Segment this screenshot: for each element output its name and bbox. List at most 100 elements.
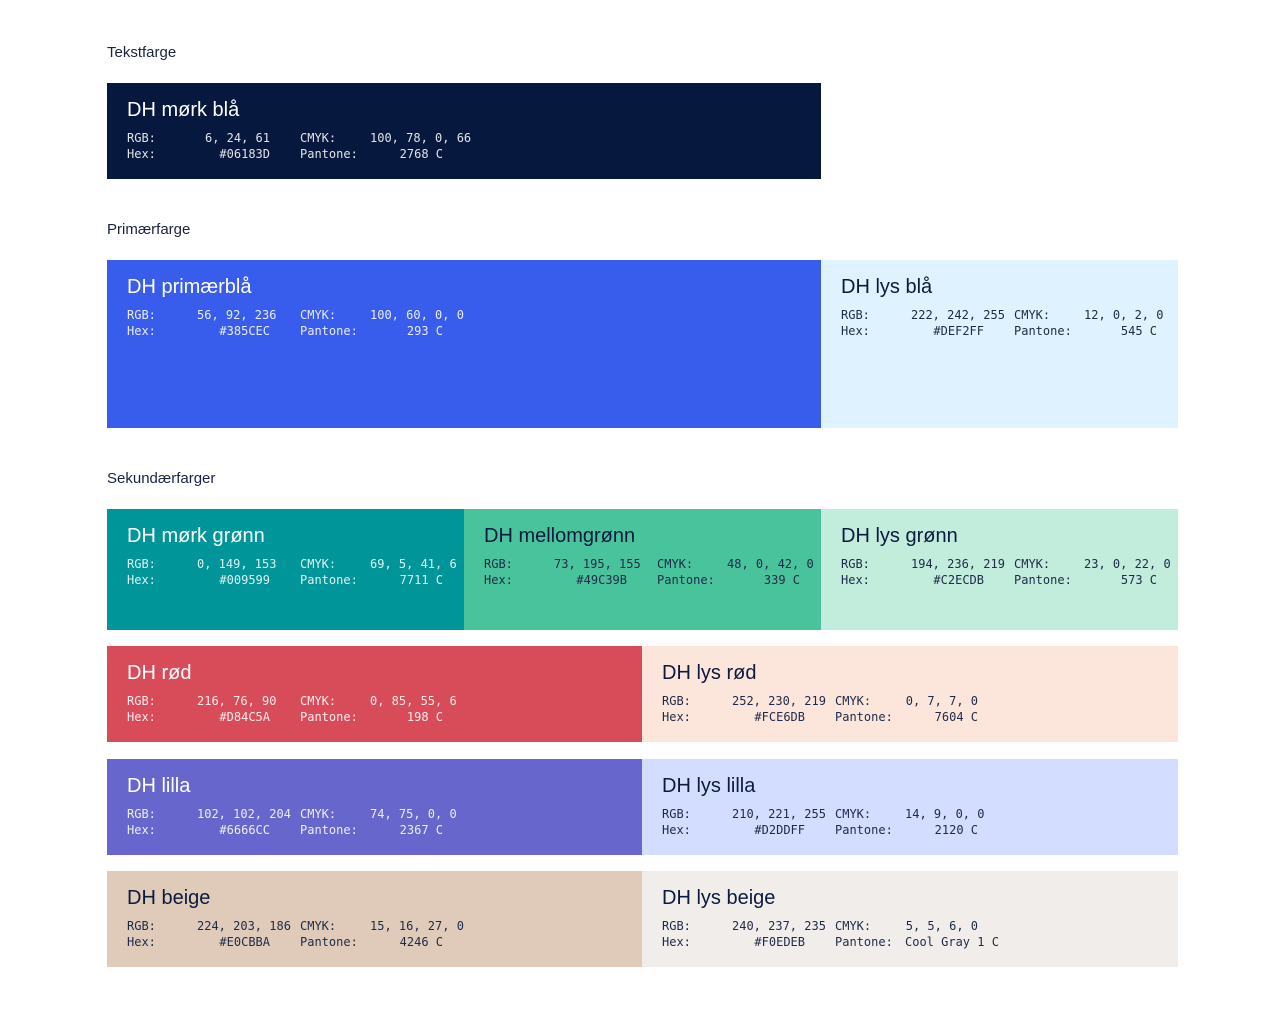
swatch-dh-lys-rod: DH lys rød RGB: 252, 230, 219 CMYK: 0, 7, 7,…	[642, 646, 1178, 742]
pantone-value: 573 C	[1120, 573, 1157, 587]
pantone-label: Pantone:	[835, 935, 893, 949]
rgb-value: 252, 230, 219	[732, 694, 826, 708]
color-name: DH mørk blå	[127, 99, 240, 121]
cmyk-value: 74, 75, 0, 0	[370, 807, 457, 821]
rgb-value: 194, 236, 219	[911, 557, 1005, 571]
color-name: DH lys grønn	[841, 525, 958, 547]
pantone-label: Pantone:	[300, 935, 358, 949]
rgb-label: RGB:	[662, 919, 691, 933]
color-name: DH lys lilla	[662, 775, 756, 797]
swatch-dh-mork-gronn: DH mørk grønn RGB: 0, 149, 153 CMYK: 69, 5, …	[107, 509, 464, 630]
color-specs: RGB: 224, 203, 186 CMYK: 15, 16, 27, 0 Hex: #…	[127, 918, 622, 950]
rgb-value: 73, 195, 155	[554, 557, 641, 571]
rgb-value: 0, 149, 153	[197, 557, 277, 571]
hex-value: #FCE6DB	[754, 710, 805, 724]
cmyk-value: 100, 78, 0, 66	[370, 131, 472, 145]
pantone-value: 2367 C	[399, 823, 443, 837]
hex-label: Hex:	[127, 147, 156, 161]
swatch-dh-lys-bla: DH lys blå RGB: 222, 242, 255 CMYK: 12, 0, 2…	[821, 260, 1178, 428]
color-specs: RGB: 210, 221, 255 CMYK: 14, 9, 0, 0 Hex: #D2…	[662, 806, 1158, 838]
pantone-value: 339 C	[763, 573, 800, 587]
cmyk-value: 12, 0, 2, 0	[1084, 308, 1164, 322]
swatch-dh-rod: DH rød RGB: 216, 76, 90 CMYK: 0, 85, 55, 6 He…	[107, 646, 642, 742]
rgb-label: RGB:	[127, 807, 156, 821]
swatch-dh-lys-gronn: DH lys grønn RGB: 194, 236, 219 CMYK: 23, 0,…	[821, 509, 1178, 630]
hex-label: Hex:	[662, 823, 691, 837]
section-title-primaerfarge: Primærfarge	[107, 221, 191, 238]
color-specs: RGB: 73, 195, 155 CMYK: 48, 0, 42, 0 Hex: #49…	[484, 556, 814, 588]
color-name: DH lys rød	[662, 662, 757, 684]
rgb-label: RGB:	[127, 919, 156, 933]
hex-label: Hex:	[127, 324, 156, 338]
color-name: DH beige	[127, 887, 211, 909]
color-name: DH lys beige	[662, 887, 776, 909]
pantone-label: Pantone:	[835, 823, 893, 837]
pantone-label: Pantone:	[1014, 324, 1072, 338]
color-specs: RGB: 222, 242, 255 CMYK: 12, 0, 2, 0 Hex: #DE…	[841, 307, 1164, 339]
hex-label: Hex:	[841, 324, 870, 338]
cmyk-value: 69, 5, 41, 6	[370, 557, 457, 571]
hex-value: #49C39B	[576, 573, 627, 587]
hex-label: Hex:	[127, 710, 156, 724]
cmyk-label: CMYK:	[300, 308, 337, 322]
hex-label: Hex:	[484, 573, 513, 587]
rgb-value: 102, 102, 204	[197, 807, 291, 821]
hex-value: #009599	[219, 573, 270, 587]
hex-label: Hex:	[662, 935, 691, 949]
color-specs: RGB: 252, 230, 219 CMYK: 0, 7, 7, 0 Hex: #FCE…	[662, 693, 1158, 725]
cmyk-label: CMYK:	[1014, 557, 1051, 571]
color-name: DH lys blå	[841, 276, 933, 298]
pantone-label: Pantone:	[300, 710, 358, 724]
swatch-dh-mork-bla: DH mørk blå RGB: 6, 24, 61 CMYK: 100, 78, 0,…	[107, 83, 821, 179]
rgb-label: RGB:	[484, 557, 513, 571]
color-specs: RGB: 240, 237, 235 CMYK: 5, 5, 6, 0 Hex: #F0E…	[662, 918, 1158, 950]
hex-value: #E0CBBA	[219, 935, 270, 949]
color-specs: RGB: 6, 24, 61 CMYK: 100, 78, 0, 66 Hex: #061…	[127, 130, 801, 162]
rgb-value: 6, 24, 61	[204, 131, 270, 145]
rgb-label: RGB:	[127, 308, 156, 322]
cmyk-label: CMYK:	[835, 694, 872, 708]
section-title-sekundaerfarger: Sekundærfarger	[107, 470, 216, 487]
pantone-label: Pantone:	[300, 573, 358, 587]
hex-label: Hex:	[841, 573, 870, 587]
color-name: DH lilla	[127, 775, 191, 797]
rgb-label: RGB:	[841, 557, 870, 571]
rgb-value: 240, 237, 235	[732, 919, 826, 933]
hex-label: Hex:	[127, 573, 156, 587]
pantone-value: Cool Gray 1 C	[905, 935, 999, 949]
hex-value: #D84C5A	[219, 710, 270, 724]
pantone-value: 2120 C	[934, 823, 978, 837]
hex-value: #6666CC	[219, 823, 270, 837]
pantone-label: Pantone:	[300, 147, 358, 161]
pantone-value: 198 C	[406, 710, 443, 724]
rgb-value: 216, 76, 90	[197, 694, 277, 708]
color-name: DH primærblå	[127, 276, 252, 298]
rgb-label: RGB:	[841, 308, 870, 322]
cmyk-value: 100, 60, 0, 0	[370, 308, 464, 322]
color-name: DH mørk grønn	[127, 525, 265, 547]
swatch-dh-primaerbla: DH primærblå RGB: 56, 92, 236 CMYK: 100, 60,…	[107, 260, 821, 428]
color-specs: RGB: 0, 149, 153 CMYK: 69, 5, 41, 6 Hex: #009…	[127, 556, 457, 588]
cmyk-label: CMYK:	[300, 131, 337, 145]
cmyk-value: 15, 16, 27, 0	[370, 919, 464, 933]
rgb-label: RGB:	[127, 557, 156, 571]
pantone-label: Pantone:	[300, 823, 358, 837]
cmyk-label: CMYK:	[835, 919, 872, 933]
rgb-label: RGB:	[127, 694, 156, 708]
pantone-value: 7711 C	[399, 573, 443, 587]
cmyk-value: 14, 9, 0, 0	[905, 807, 985, 821]
hex-value: #D2DDFF	[754, 823, 805, 837]
rgb-label: RGB:	[662, 694, 691, 708]
cmyk-label: CMYK:	[300, 919, 337, 933]
pantone-label: Pantone:	[657, 573, 715, 587]
cmyk-label: CMYK:	[657, 557, 694, 571]
hex-value: #DEF2FF	[933, 324, 984, 338]
cmyk-label: CMYK:	[300, 807, 337, 821]
swatch-dh-beige: DH beige RGB: 224, 203, 186 CMYK: 15, 16, 27…	[107, 871, 642, 967]
rgb-label: RGB:	[127, 131, 156, 145]
color-specs: RGB: 56, 92, 236 CMYK: 100, 60, 0, 0 Hex: #38…	[127, 307, 801, 339]
cmyk-value: 0, 85, 55, 6	[370, 694, 457, 708]
rgb-label: RGB:	[662, 807, 691, 821]
cmyk-label: CMYK:	[300, 694, 337, 708]
color-name: DH rød	[127, 662, 192, 684]
